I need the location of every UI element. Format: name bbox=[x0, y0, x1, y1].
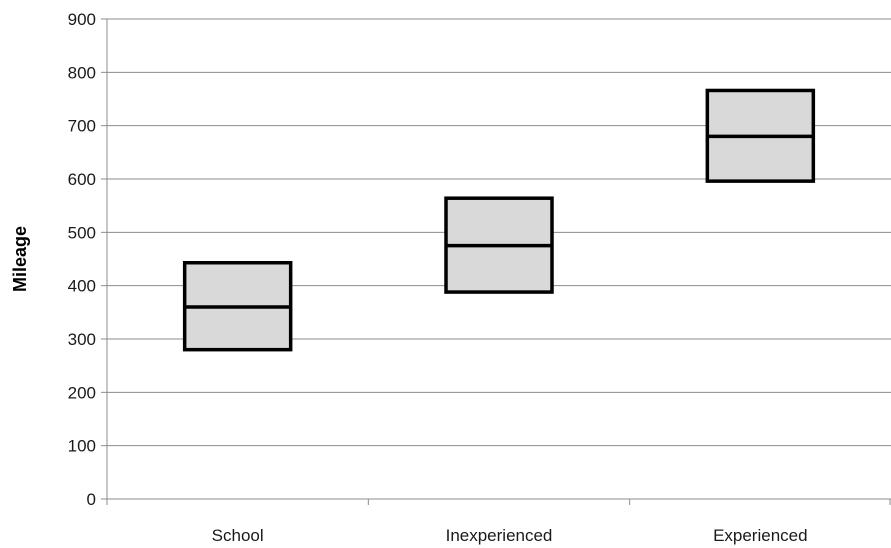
y-tick-labels: 0 100 200 300 400 500 600 700 800 900 bbox=[68, 10, 96, 509]
y-axis-title: Mileage bbox=[10, 226, 30, 292]
y-tick-label: 300 bbox=[68, 330, 96, 349]
x-tick-label: Experienced bbox=[713, 526, 808, 545]
axes bbox=[101, 18, 891, 505]
x-tick-label: Inexperienced bbox=[446, 526, 553, 545]
y-tick-label: 600 bbox=[68, 170, 96, 189]
x-tick-label: School bbox=[212, 526, 264, 545]
box-inexperienced bbox=[444, 196, 554, 294]
y-tick-label: 0 bbox=[87, 490, 96, 509]
y-tick-label: 700 bbox=[68, 117, 96, 136]
y-tick-label: 500 bbox=[68, 223, 96, 242]
y-tick-label: 800 bbox=[68, 63, 96, 82]
y-tick-label: 400 bbox=[68, 277, 96, 296]
y-tick-label: 200 bbox=[68, 383, 96, 402]
box-school bbox=[182, 260, 293, 352]
boxes bbox=[182, 88, 816, 352]
box-experienced bbox=[705, 88, 816, 183]
y-tick-label: 100 bbox=[68, 437, 96, 456]
y-tick-label: 900 bbox=[68, 10, 96, 29]
x-tick-labels: School Inexperienced Experienced bbox=[212, 526, 808, 545]
